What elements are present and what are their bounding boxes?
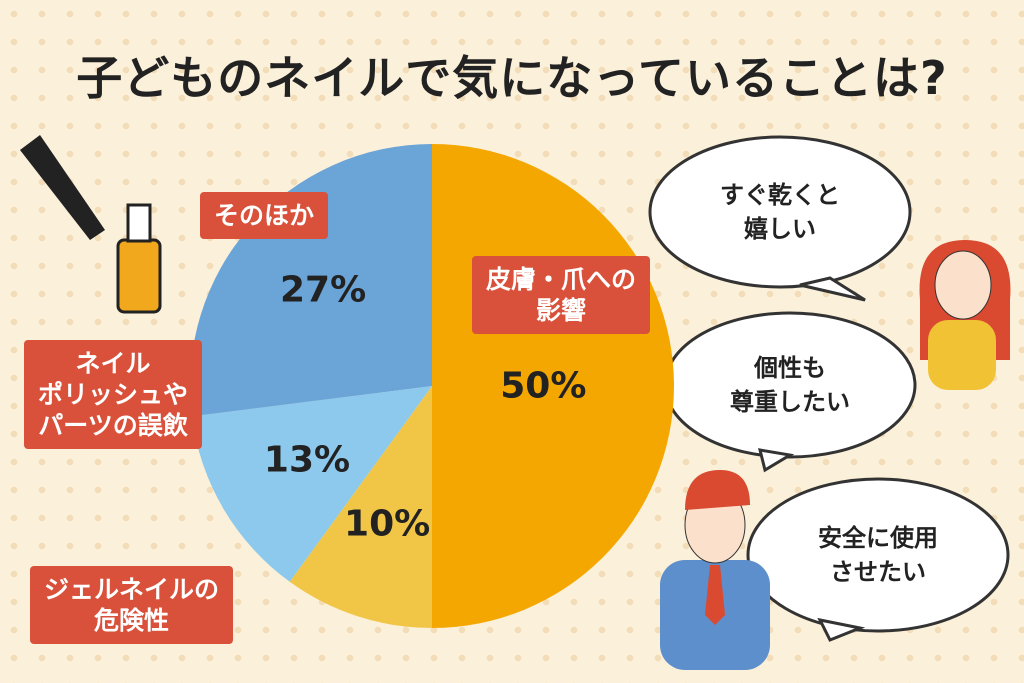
value-label: 27% [279,269,367,311]
category-label: ジェルネイルの 危険性 [30,566,234,644]
speech-bubble-text: 個性も 尊重したい [730,354,850,416]
chart-title: 子どものネイルで気になっていることは? [76,51,948,105]
speech-bubble-text: すぐ乾くと 嬉しい [720,181,840,243]
bubbles [648,135,1010,642]
nail-polish [20,135,162,314]
speech-bubble-text: 安全に使用 させたい [818,524,938,586]
pie-slice [289,386,432,628]
category-label: ネイル ポリッシュや パーツの誤飲 [24,340,203,449]
value-label: 13% [263,439,351,481]
category-label: 皮膚・爪への 影響 [472,256,651,334]
value-label: 10% [344,503,431,545]
man [660,470,770,670]
value-label: 50% [500,365,587,407]
category-label: そのほか [200,192,329,239]
woman [919,240,1011,390]
pie-slice [189,144,432,417]
pie-slice [191,386,432,582]
